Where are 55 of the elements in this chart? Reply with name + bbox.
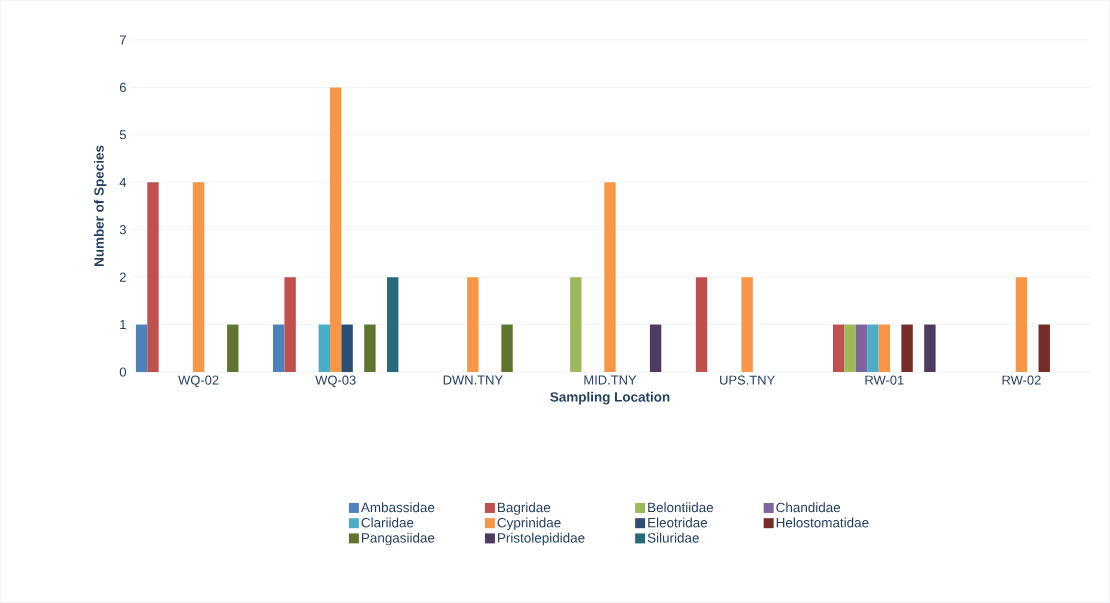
- x-tick-label: WQ-02: [178, 375, 219, 387]
- x-tick-label: RW-02: [1002, 375, 1041, 385]
- legend-label: Bagridae: [498, 502, 551, 515]
- x-tick-label: DWN.TNY: [443, 375, 503, 385]
- legend-label: Eleotridae: [648, 517, 708, 528]
- bar: [901, 324, 913, 372]
- bar: [570, 277, 582, 372]
- x-tick-label: RW-01: [865, 375, 904, 385]
- y-tick-label: 0: [119, 367, 126, 377]
- legend-label: Clariidae: [361, 517, 414, 528]
- bar: [844, 324, 856, 372]
- bar: [855, 324, 868, 372]
- y-tick-label: 2: [119, 272, 126, 282]
- legend-label: Siluridae: [647, 532, 699, 543]
- bar: [147, 182, 159, 372]
- bar: [867, 324, 879, 372]
- bar: [1038, 324, 1050, 372]
- bar: [284, 277, 296, 372]
- y-tick-label: 4: [119, 177, 127, 187]
- bar: [330, 87, 342, 372]
- bar: [387, 277, 399, 372]
- legend-label: Ambassidae: [360, 502, 435, 513]
- bar: [924, 324, 936, 372]
- x-axis-title: Sampling Location: [550, 391, 670, 405]
- y-axis-title: Number of Species: [93, 145, 107, 266]
- legend-label: Helostomatidae: [776, 517, 869, 528]
- bar: [741, 277, 753, 372]
- legend-label: Pangasiidae: [362, 532, 435, 546]
- x-tick-label: WQ-03: [315, 375, 356, 387]
- y-tick-label: 5: [119, 130, 126, 140]
- bar: [135, 324, 148, 372]
- legend-label: Belontiidae: [648, 502, 714, 513]
- bar: [364, 324, 376, 372]
- y-tick-label: 1: [120, 320, 126, 330]
- legend-label: Cyprinidae: [497, 517, 561, 531]
- bar: [501, 324, 513, 372]
- bar: [227, 324, 239, 372]
- y-tick-label: 3: [119, 225, 126, 235]
- y-tick-label: 7: [119, 35, 126, 45]
- legend-label: Pristolepididae: [498, 532, 585, 546]
- bar: [467, 277, 479, 372]
- x-tick-label: UPS.TNY: [720, 375, 775, 385]
- y-tick-label: 6: [119, 82, 126, 92]
- bar: [192, 182, 205, 372]
- bar: [1015, 277, 1028, 372]
- bar: [341, 324, 353, 372]
- bar: [878, 324, 890, 372]
- bar: [604, 182, 616, 372]
- legend-label: Chandidae: [776, 502, 841, 513]
- bar: [695, 277, 708, 372]
- bar: [273, 324, 285, 372]
- bar: [832, 324, 845, 372]
- bar: [649, 324, 662, 372]
- bar: [318, 324, 331, 372]
- x-tick-label: MID.TNY: [584, 375, 637, 385]
